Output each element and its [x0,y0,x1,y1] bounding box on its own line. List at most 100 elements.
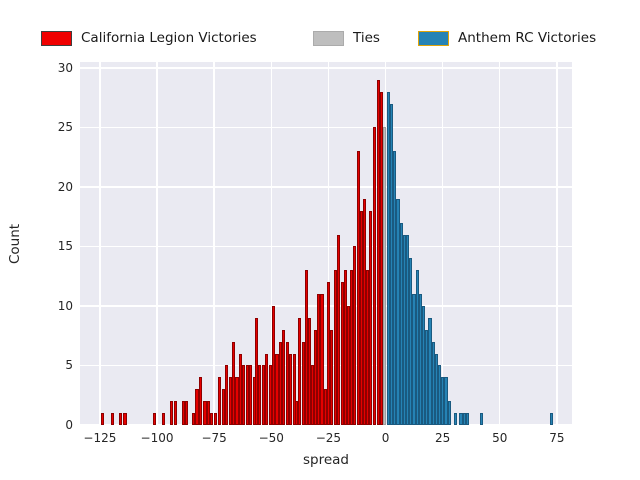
x-tick-label: −125 [83,431,117,445]
histogram-bar [362,198,367,425]
histogram-bar [326,282,330,425]
histogram-bar [242,365,246,425]
histogram-bar [292,353,296,425]
histogram-bar [479,413,484,425]
histogram-bar [379,91,383,425]
histogram-bar [434,353,439,425]
y-gridline [80,245,572,248]
histogram-bar [337,234,341,425]
histogram-bar [275,353,279,425]
blue-swatch-icon [418,30,449,46]
y-tick-label: 10 [57,298,73,313]
y-tick-label: 20 [57,179,73,194]
legend-label: Anthem RC Victories [458,30,597,46]
histogram-bar [213,413,217,425]
histogram-bar [225,365,229,425]
x-gridline [442,62,444,425]
histogram-bar [356,151,360,425]
histogram-bar [353,246,357,425]
y-gridline [80,186,572,188]
histogram-bar [238,353,242,425]
histogram-bar [173,401,177,425]
histogram-bar [268,365,272,425]
histogram-bar [198,377,203,425]
histogram-bar [317,294,321,425]
histogram-bar [369,210,373,425]
legend: California Legion Victories Ties Anthem … [0,24,640,52]
gray-swatch-icon [313,30,344,46]
y-tick-label: 15 [57,239,73,254]
x-tick-label: −25 [315,431,342,445]
x-gridline [270,62,272,425]
x-tick-label: 25 [435,431,451,445]
histogram-bar [346,305,351,425]
x-gridline [556,62,558,425]
histogram-bar [235,377,239,425]
y-gridline [80,67,572,69]
histogram-bar [330,329,334,425]
histogram-bar [399,222,403,425]
histogram-bar [261,365,265,425]
histogram-bar [282,329,286,425]
histogram-bar [185,401,189,425]
histogram-bar [254,317,258,425]
histogram-bar [333,270,337,425]
histogram-bar [441,377,445,425]
histogram-bar [289,353,293,425]
x-tick-label: 0 [381,431,390,445]
plot-area [80,62,572,426]
red-swatch-icon [41,30,72,46]
histogram-bar [249,365,253,425]
histogram-bar [123,413,127,425]
histogram-bar [462,413,466,425]
histogram-bar [170,401,174,425]
histogram-bar [206,401,210,425]
x-tick-label: −100 [140,431,174,445]
histogram-bar [415,270,419,425]
y-gridline [80,364,572,367]
histogram-bar [285,341,289,425]
histogram-bar [376,79,380,425]
y-gridline [80,424,572,426]
histogram-bar [307,317,311,425]
histogram-bar [210,413,214,425]
histogram-bar [191,413,196,425]
x-gridline [156,62,158,425]
histogram-bar [304,270,308,425]
histogram-bar [418,294,423,425]
y-tick-label: 30 [57,60,73,75]
histogram-bar [118,413,123,425]
x-gridline [213,62,215,425]
histogram-bar [181,401,185,425]
y-tick-label: 0 [65,418,73,432]
histogram-bar [444,377,448,425]
y-axis-label: Count [7,223,23,265]
legend-label: California Legion Victories [81,30,257,46]
histogram-bar [406,234,410,425]
x-tick-label: 75 [549,431,565,445]
histogram-bar [453,413,457,425]
histogram-bar [549,413,553,425]
histogram-bar [100,413,104,425]
histogram-bar [265,353,269,425]
x-axis-label: spread [302,452,349,468]
histogram-bar [258,365,262,425]
histogram-bar [386,91,391,425]
histogram-bar [422,305,426,425]
histogram-bar [271,305,276,425]
histogram-bar [438,365,442,425]
histogram-bar [323,389,327,425]
legend-label: Ties [353,30,380,46]
x-tick-label: 50 [492,431,508,445]
legend-item-california-legion: California Legion Victories [41,24,257,52]
x-gridline [327,62,330,425]
histogram-bar [366,270,370,425]
legend-item-anthem-rc: Anthem RC Victories [418,24,596,52]
x-tick-label: −75 [201,431,227,445]
histogram-bar [314,329,318,425]
histogram-bar [465,413,469,425]
y-tick-label: 5 [65,358,73,373]
histogram-bar [350,270,354,425]
histogram-bar [228,377,232,425]
